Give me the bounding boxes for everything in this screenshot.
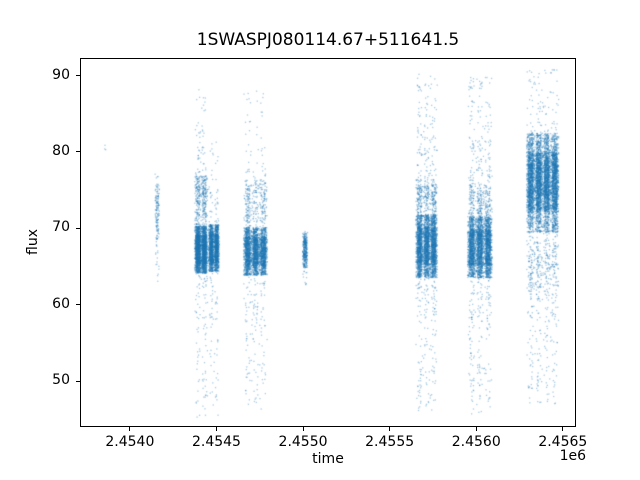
x-tick-label: 2.4565 — [538, 434, 588, 450]
x-tick-mark — [475, 427, 477, 431]
y-tick-label: 80 — [52, 142, 70, 159]
y-axis-label: flux — [25, 229, 41, 255]
x-tick-label: 2.4540 — [105, 434, 155, 450]
x-tick-mark — [215, 427, 217, 431]
y-tick-label: 50 — [52, 372, 70, 389]
y-tick-mark — [76, 227, 80, 229]
scatter-canvas — [81, 59, 575, 426]
y-tick-mark — [76, 304, 80, 306]
x-tick-label: 2.4560 — [451, 434, 501, 450]
y-tick-label: 60 — [52, 295, 70, 312]
x-tick-mark — [562, 427, 564, 431]
chart-title: 1SWASPJ080114.67+511641.5 — [196, 30, 460, 50]
y-tick-mark — [76, 380, 80, 382]
x-axis-label: time — [312, 451, 344, 467]
x-tick-label: 2.4550 — [278, 434, 328, 450]
y-tick-label: 90 — [52, 66, 70, 83]
y-tick-mark — [76, 151, 80, 153]
x-tick-label: 2.4545 — [191, 434, 241, 450]
x-tick-mark — [129, 427, 131, 431]
y-tick-mark — [76, 75, 80, 77]
plot-area — [80, 58, 576, 427]
x-axis-offset-label: 1e6 — [559, 448, 586, 464]
x-tick-label: 2.4555 — [365, 434, 415, 450]
y-tick-label: 70 — [52, 219, 70, 236]
x-tick-mark — [389, 427, 391, 431]
x-tick-mark — [302, 427, 304, 431]
